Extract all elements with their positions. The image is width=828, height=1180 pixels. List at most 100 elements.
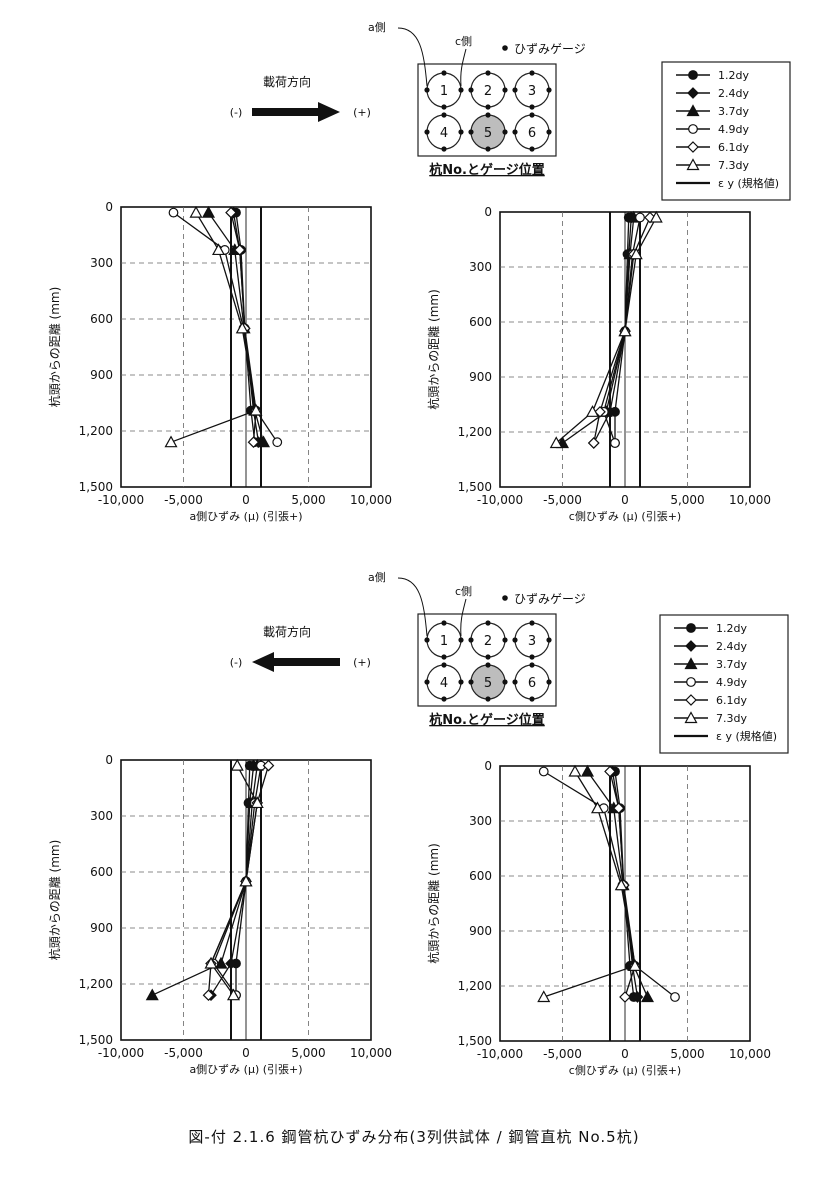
- gauge-dot: [529, 146, 535, 152]
- y-tick-label: 1,200: [458, 979, 492, 993]
- y-tick-label: 0: [105, 753, 113, 767]
- y-axis-label: 杭頭からの距離 (mm): [47, 287, 62, 408]
- gauge-dot: [485, 662, 491, 668]
- y-tick-label: 300: [90, 809, 113, 823]
- y-tick-label: 300: [90, 256, 113, 270]
- x-tick-label: -5,000: [164, 493, 203, 507]
- legend-marker: [686, 623, 696, 633]
- gauge-dot: [485, 112, 491, 118]
- gauge-dot: [441, 654, 447, 660]
- data-point: [610, 438, 620, 448]
- gauge-dot: [529, 620, 535, 626]
- x-tick-label: 0: [621, 493, 629, 507]
- data-point: [201, 205, 216, 218]
- data-point: [235, 321, 249, 334]
- gauge-dot: [485, 620, 491, 626]
- x-tick-label: -5,000: [543, 1047, 582, 1061]
- data-point: [272, 437, 283, 448]
- gauge-dot: [485, 696, 491, 702]
- load-direction-label: 載荷方向: [263, 74, 311, 89]
- data-point: [618, 324, 632, 337]
- gauge-dot: [529, 70, 535, 76]
- schematic-caption: 杭No.とゲージ位置: [429, 162, 545, 178]
- x-axis-label: a側ひずみ (μ) (引張+): [189, 1062, 302, 1076]
- gauge-dot: [468, 637, 474, 643]
- pile-number: 5: [484, 126, 492, 141]
- gauge-dot: [441, 112, 447, 118]
- schematic-caption: 杭No.とゲージ位置: [429, 712, 545, 728]
- load-direction-label: 載荷方向: [263, 624, 311, 639]
- y-tick-label: 900: [90, 921, 113, 935]
- legend-entry: 3.7dy: [718, 105, 749, 118]
- gauge-dot: [512, 679, 518, 685]
- gauge-dot: [441, 662, 447, 668]
- y-tick-label: 1,500: [458, 480, 492, 494]
- pile-number: 4: [440, 676, 448, 691]
- gauge-dot: [485, 70, 491, 76]
- c-side-label: c側: [455, 35, 472, 48]
- gauge-dot: [512, 87, 518, 93]
- gauge-dot: [529, 654, 535, 660]
- legend-1: 1.2dy 2.4dy 3.7dy 4.9dy 6.1dy 7.3dy ε y (規格値): [659, 614, 789, 754]
- x-axis-label: a側ひずみ (μ) (引張+): [189, 509, 302, 523]
- data-point: [614, 878, 628, 891]
- x-tick-label: 5,000: [291, 493, 325, 507]
- pile-number: 1: [440, 84, 448, 99]
- y-tick-label: 900: [90, 368, 113, 382]
- legend-entry: 6.1dy: [716, 694, 747, 707]
- data-point: [604, 765, 616, 778]
- a-side-leader: [397, 27, 428, 87]
- gauge-dot: [529, 104, 535, 110]
- gauge-dot: [441, 70, 447, 76]
- y-tick-label: 1,500: [79, 480, 113, 494]
- data-point: [202, 989, 215, 1002]
- y-tick-label: 1,200: [458, 425, 492, 439]
- legend-yield-label: ε y (規格値): [716, 729, 777, 743]
- plus-label: (+): [353, 106, 371, 119]
- chart-0: -10,000 -5,000 0 5,000 10,000 0 300 600 900 1,200…: [47, 200, 392, 523]
- y-tick-label: 600: [90, 865, 113, 879]
- gauge-dot: [424, 679, 430, 685]
- legend-entry: 7.3dy: [718, 159, 749, 172]
- y-tick-label: 600: [469, 869, 492, 883]
- data-point: [226, 988, 241, 1001]
- data-point: [189, 205, 203, 218]
- legend-marker: [685, 640, 697, 652]
- legend-entry: 3.7dy: [716, 658, 747, 671]
- data-point: [256, 435, 271, 448]
- gauge-dot: [424, 637, 430, 643]
- x-tick-label: 10,000: [350, 1046, 392, 1060]
- gauge-legend-dot: [502, 595, 508, 601]
- pile-number: 6: [528, 126, 536, 141]
- y-axis-label: 杭頭からの距離 (mm): [426, 289, 441, 410]
- data-point: [145, 988, 159, 1001]
- gauge-dot: [529, 112, 535, 118]
- legend-entry: 4.9dy: [716, 676, 747, 689]
- y-tick-label: 0: [105, 200, 113, 214]
- gauge-dot: [441, 146, 447, 152]
- x-tick-label: 10,000: [350, 493, 392, 507]
- data-point: [262, 759, 275, 772]
- data-point: [568, 764, 582, 777]
- figure-caption: 図-付 2.1.6 鋼管杭ひずみ分布(3列供試体 / 鋼管直杭 No.5杭): [188, 1128, 640, 1146]
- series-7.3dy: [537, 764, 642, 1003]
- legend-entry: 2.4dy: [718, 87, 749, 100]
- data-point: [670, 992, 680, 1002]
- x-tick-label: 10,000: [729, 1047, 771, 1061]
- minus-label: (-): [230, 656, 243, 669]
- gauge-dot: [441, 104, 447, 110]
- data-point: [204, 956, 218, 969]
- x-axis-label: c側ひずみ (μ) (引張+): [569, 1063, 681, 1077]
- legend-marker: [686, 158, 700, 171]
- data-point: [211, 243, 226, 256]
- data-point: [233, 244, 246, 256]
- y-tick-label: 0: [484, 205, 492, 219]
- y-tick-label: 1,200: [79, 977, 113, 991]
- legend-marker: [688, 70, 698, 80]
- data-point: [537, 990, 551, 1003]
- y-tick-label: 0: [484, 759, 492, 773]
- data-point: [587, 437, 600, 449]
- legend-entry: 1.2dy: [718, 69, 749, 82]
- x-tick-label: -10,000: [477, 493, 523, 507]
